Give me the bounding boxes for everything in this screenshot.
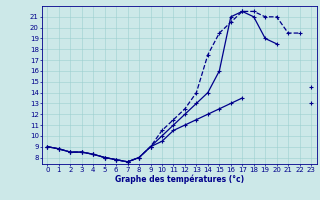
X-axis label: Graphe des températures (°c): Graphe des températures (°c) — [115, 174, 244, 184]
